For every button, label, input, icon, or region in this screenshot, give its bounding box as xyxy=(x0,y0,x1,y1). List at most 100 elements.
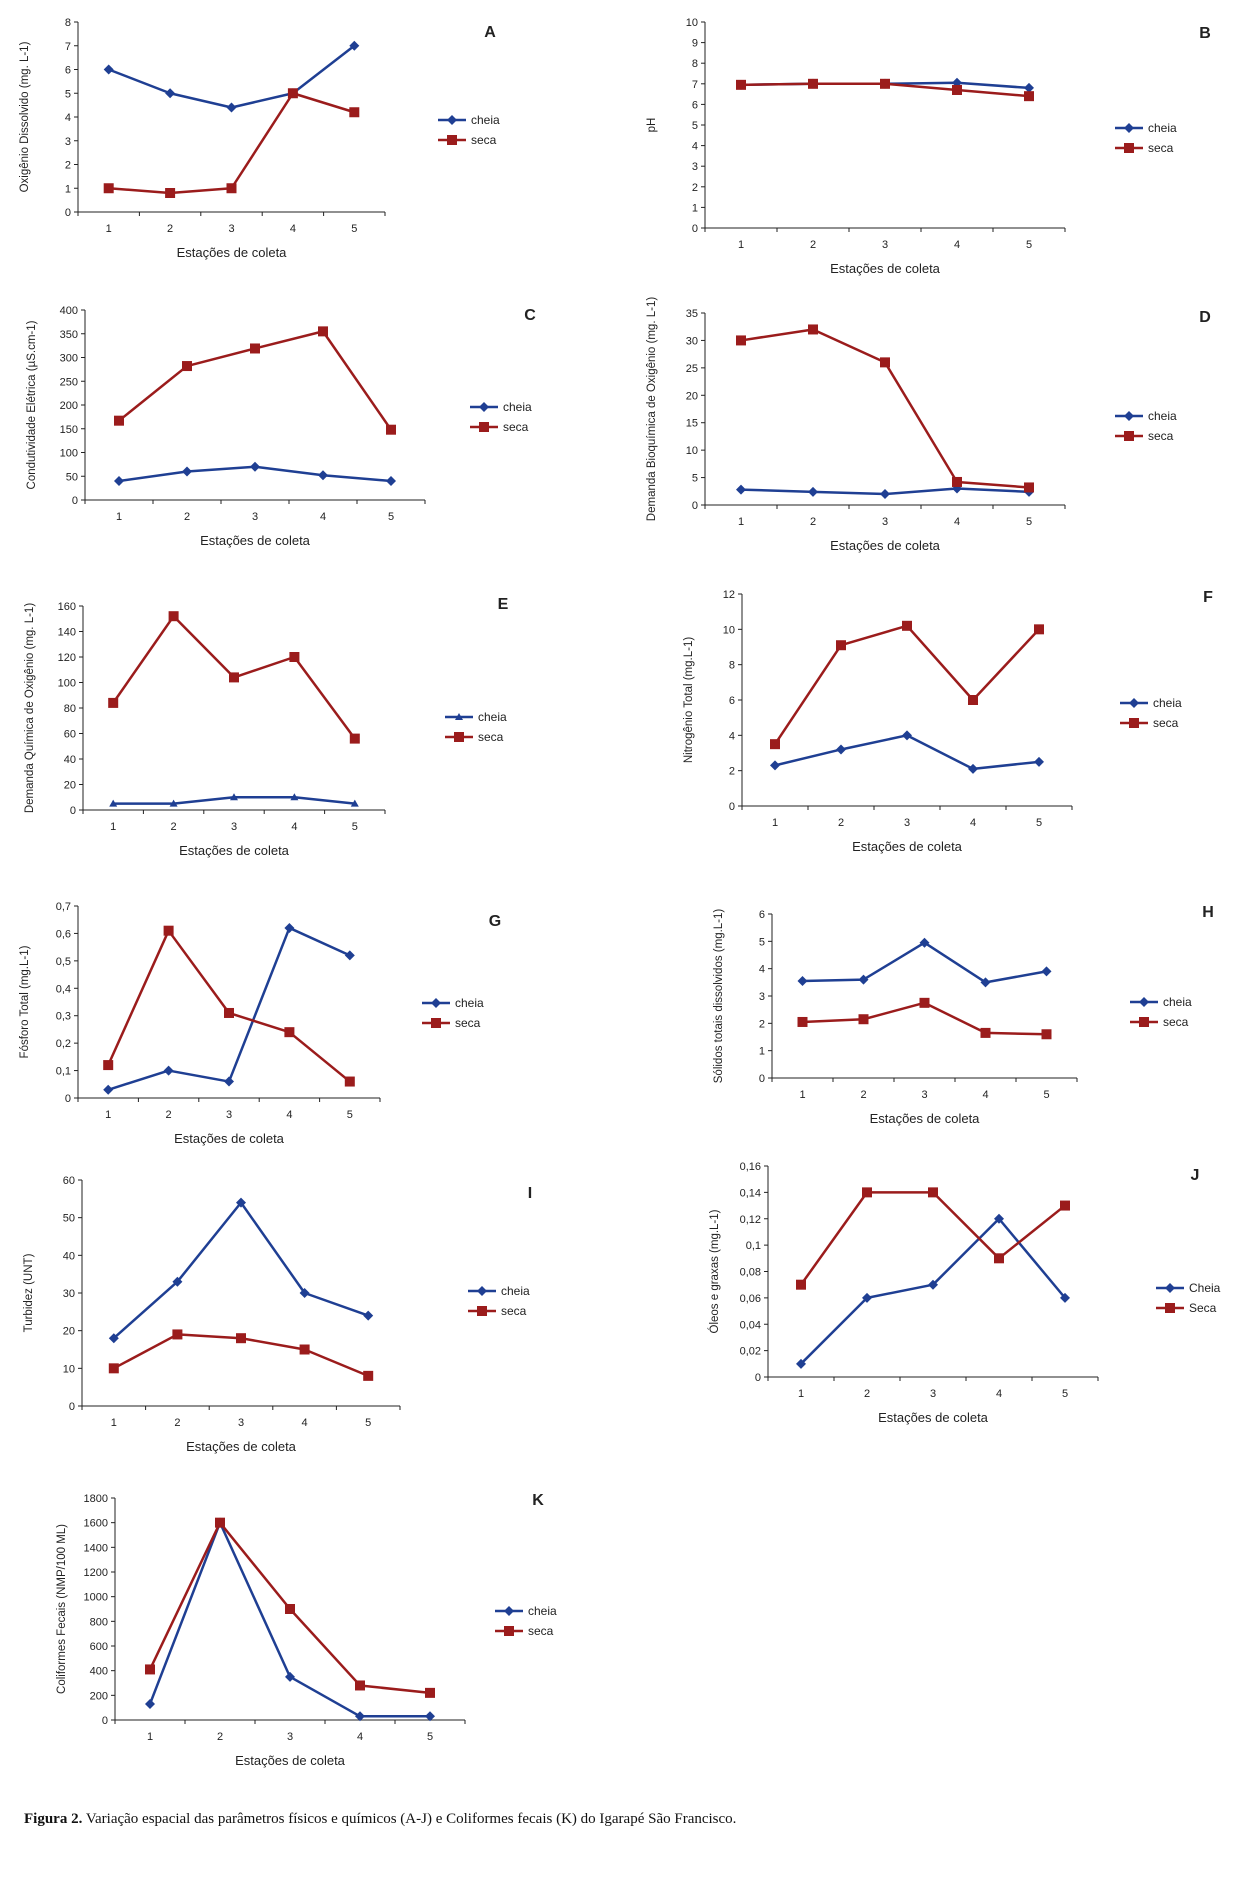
data-point-cheia xyxy=(862,1292,872,1303)
data-point-cheia xyxy=(980,977,991,988)
legend-marker-seca xyxy=(431,1018,441,1028)
data-point-seca xyxy=(808,78,818,89)
data-point-seca xyxy=(808,324,818,335)
series-line-seca xyxy=(773,624,1040,745)
x-tick-label: 1 xyxy=(110,821,116,833)
y-tick-label: 0,1 xyxy=(56,1066,71,1078)
legend-label-seca: seca xyxy=(501,1304,527,1318)
legend-marker-seca xyxy=(504,1626,514,1636)
y-tick-label: 6 xyxy=(65,65,71,77)
y-tick-label: 1600 xyxy=(84,1518,108,1530)
y-tick-label: 150 xyxy=(60,424,78,436)
x-tick-label: 1 xyxy=(105,1109,111,1121)
panel-letter: I xyxy=(528,1185,532,1202)
x-tick-label: 4 xyxy=(286,1109,292,1121)
panel-letter: G xyxy=(489,913,501,930)
y-tick-label: 40 xyxy=(64,754,76,766)
data-point-seca xyxy=(902,620,912,631)
y-tick-label: 30 xyxy=(63,1288,75,1300)
legend-label-seca: seca xyxy=(455,1016,481,1030)
y-tick-label: 60 xyxy=(63,1175,75,1187)
y-tick-label: 0 xyxy=(65,207,71,219)
y-tick-label: 4 xyxy=(759,964,765,976)
data-point-seca xyxy=(1034,624,1044,635)
data-point-seca xyxy=(250,343,260,354)
series-line-cheia xyxy=(800,1217,1066,1365)
data-point-cheia xyxy=(226,102,237,113)
data-point-seca xyxy=(299,1344,310,1355)
y-tick-label: 3 xyxy=(692,161,698,173)
x-tick-label: 4 xyxy=(954,239,960,251)
data-point-cheia xyxy=(145,1698,155,1709)
x-tick-label: 3 xyxy=(231,821,237,833)
x-tick-label: 4 xyxy=(320,511,326,523)
y-tick-label: 0,14 xyxy=(740,1187,761,1199)
y-axis-title: Demanda Química de Oxigênio (mg. L-1) xyxy=(24,603,36,813)
x-axis-title: Estações de coleta xyxy=(200,533,311,548)
y-tick-label: 0,02 xyxy=(740,1346,761,1358)
data-point-seca xyxy=(224,1007,234,1018)
data-point-cheia xyxy=(1024,82,1034,93)
legend-label-seca: seca xyxy=(503,420,529,434)
x-tick-label: 3 xyxy=(904,817,910,829)
y-axis-title: Óleos e graxas (mg.L-1) xyxy=(708,1209,721,1333)
data-point-cheia xyxy=(344,950,355,961)
series-line-seca xyxy=(799,1191,1066,1286)
panel-letter: E xyxy=(498,596,509,613)
data-point-cheia xyxy=(425,1711,435,1722)
data-point-seca xyxy=(736,335,746,346)
y-tick-label: 1 xyxy=(65,183,71,195)
y-tick-label: 20 xyxy=(63,1326,75,1338)
y-tick-label: 0 xyxy=(759,1073,765,1085)
data-point-cheia xyxy=(169,799,178,807)
data-point-seca xyxy=(215,1517,225,1528)
y-tick-label: 10 xyxy=(686,445,698,457)
data-point-cheia xyxy=(968,763,978,774)
y-tick-label: 0,4 xyxy=(56,983,71,995)
legend-marker-cheia xyxy=(1124,411,1134,421)
data-point-cheia xyxy=(290,793,299,801)
data-point-cheia xyxy=(386,476,396,486)
x-tick-label: 1 xyxy=(106,223,112,235)
legend-label-seca: seca xyxy=(1153,716,1179,730)
figure-caption: Figura 2. Variação espacial das parâmetr… xyxy=(24,1810,764,1828)
y-axis-title: Sólidos totais dissolvidos (mg.L-1) xyxy=(713,909,725,1084)
data-point-cheia xyxy=(1034,756,1044,767)
x-tick-label: 1 xyxy=(772,817,778,829)
data-point-cheia xyxy=(318,470,328,481)
y-axis-title: Oxigênio Dissolvido (mg. L-1) xyxy=(19,41,31,192)
legend-marker-seca xyxy=(1124,431,1134,441)
y-tick-label: 60 xyxy=(64,729,76,741)
x-tick-label: 4 xyxy=(996,1388,1002,1400)
x-axis-title: Estações de coleta xyxy=(852,839,963,854)
data-point-cheia xyxy=(236,1197,246,1208)
y-tick-label: 20 xyxy=(64,780,76,792)
data-point-cheia xyxy=(108,1333,119,1344)
x-tick-label: 5 xyxy=(1026,239,1032,251)
x-tick-label: 1 xyxy=(147,1731,153,1743)
data-point-seca xyxy=(386,424,396,435)
data-point-cheia xyxy=(163,1065,174,1076)
series-line-cheia xyxy=(802,941,1047,984)
data-point-cheia xyxy=(230,793,238,801)
series-line-cheia xyxy=(108,44,356,109)
data-point-seca xyxy=(287,88,298,99)
legend-marker-seca xyxy=(1129,718,1139,728)
legend-label-cheia: cheia xyxy=(471,113,500,127)
panel-letter: A xyxy=(484,24,496,41)
y-tick-label: 6 xyxy=(729,695,735,707)
y-tick-label: 7 xyxy=(692,79,698,91)
legend-marker-seca xyxy=(1139,1017,1149,1027)
x-tick-label: 5 xyxy=(352,821,358,833)
legend-marker-seca xyxy=(447,135,457,145)
y-tick-label: 0,04 xyxy=(740,1319,761,1331)
data-point-seca xyxy=(289,652,300,662)
panel-letter: K xyxy=(532,1492,544,1509)
data-point-cheia xyxy=(902,730,912,741)
y-axis-title: Condutividade Elétrica (µS.cm-1) xyxy=(26,320,38,489)
chart-c: 0 50 100 150 200 250 300 350 400 1 2 3 4 5 Estações de… xyxy=(26,305,536,548)
x-tick-label: 3 xyxy=(252,511,258,523)
panel-letter: F xyxy=(1203,589,1213,606)
y-tick-label: 5 xyxy=(692,473,698,485)
